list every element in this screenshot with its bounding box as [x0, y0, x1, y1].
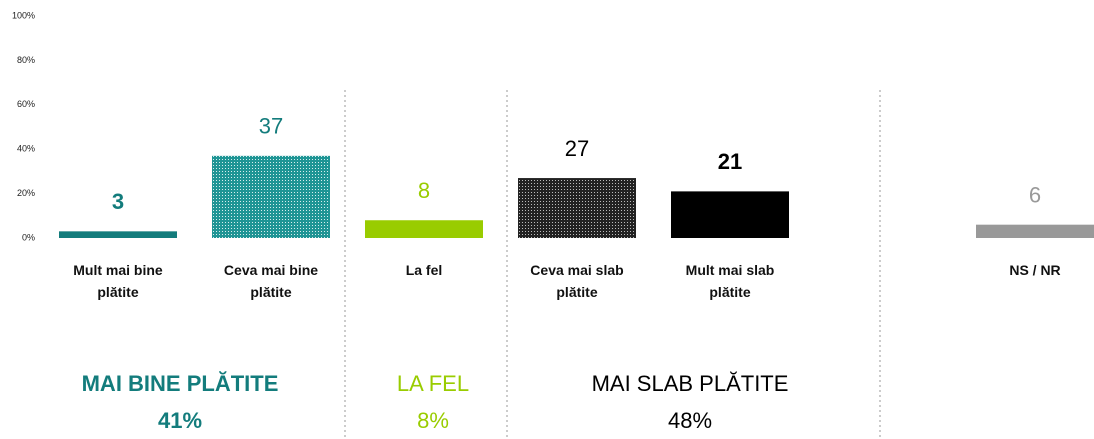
value-label: 37: [259, 114, 283, 139]
value-label: 21: [718, 149, 742, 174]
bar: [518, 178, 636, 238]
group-total: 48%: [667, 408, 713, 433]
x-tick-label: La fel: [405, 262, 443, 278]
x-tick-label: Ceva mai slab plătite: [530, 262, 624, 300]
y-tick-label: 20%: [17, 188, 35, 198]
y-tick-label: 0%: [22, 232, 35, 242]
bar: [976, 224, 1094, 238]
group-name: MAI BINE PLĂTITE: [81, 371, 279, 396]
value-label: 3: [112, 189, 124, 214]
y-tick-label: 100%: [12, 10, 35, 20]
value-label: 6: [1029, 182, 1041, 207]
x-tick-label: Mult mai slab plătite: [685, 262, 775, 300]
group-total: 41%: [157, 408, 203, 433]
x-tick-label: NS / NR: [1009, 262, 1061, 278]
y-tick-label: 40%: [17, 144, 35, 154]
group-label: LA FEL 8%: [303, 365, 563, 439]
bar: [671, 191, 789, 238]
y-tick-label: 60%: [17, 99, 35, 109]
bar: [59, 231, 177, 238]
group-name: MAI SLAB PLĂTITE: [591, 371, 789, 396]
group-name: LA FEL: [396, 371, 470, 396]
x-tick-label: Ceva mai bine plătite: [223, 262, 319, 300]
y-tick-label: 80%: [17, 55, 35, 65]
value-label: 8: [418, 178, 430, 203]
value-label: 27: [565, 136, 589, 161]
group-total: 8%: [417, 408, 449, 433]
bar: [212, 155, 330, 238]
group-label: MAI BINE PLĂTITE 41%: [50, 365, 310, 439]
group-label: MAI SLAB PLĂTITE 48%: [560, 365, 820, 439]
bar: [365, 220, 483, 238]
x-tick-label: Mult mai bine plătite: [73, 262, 163, 300]
